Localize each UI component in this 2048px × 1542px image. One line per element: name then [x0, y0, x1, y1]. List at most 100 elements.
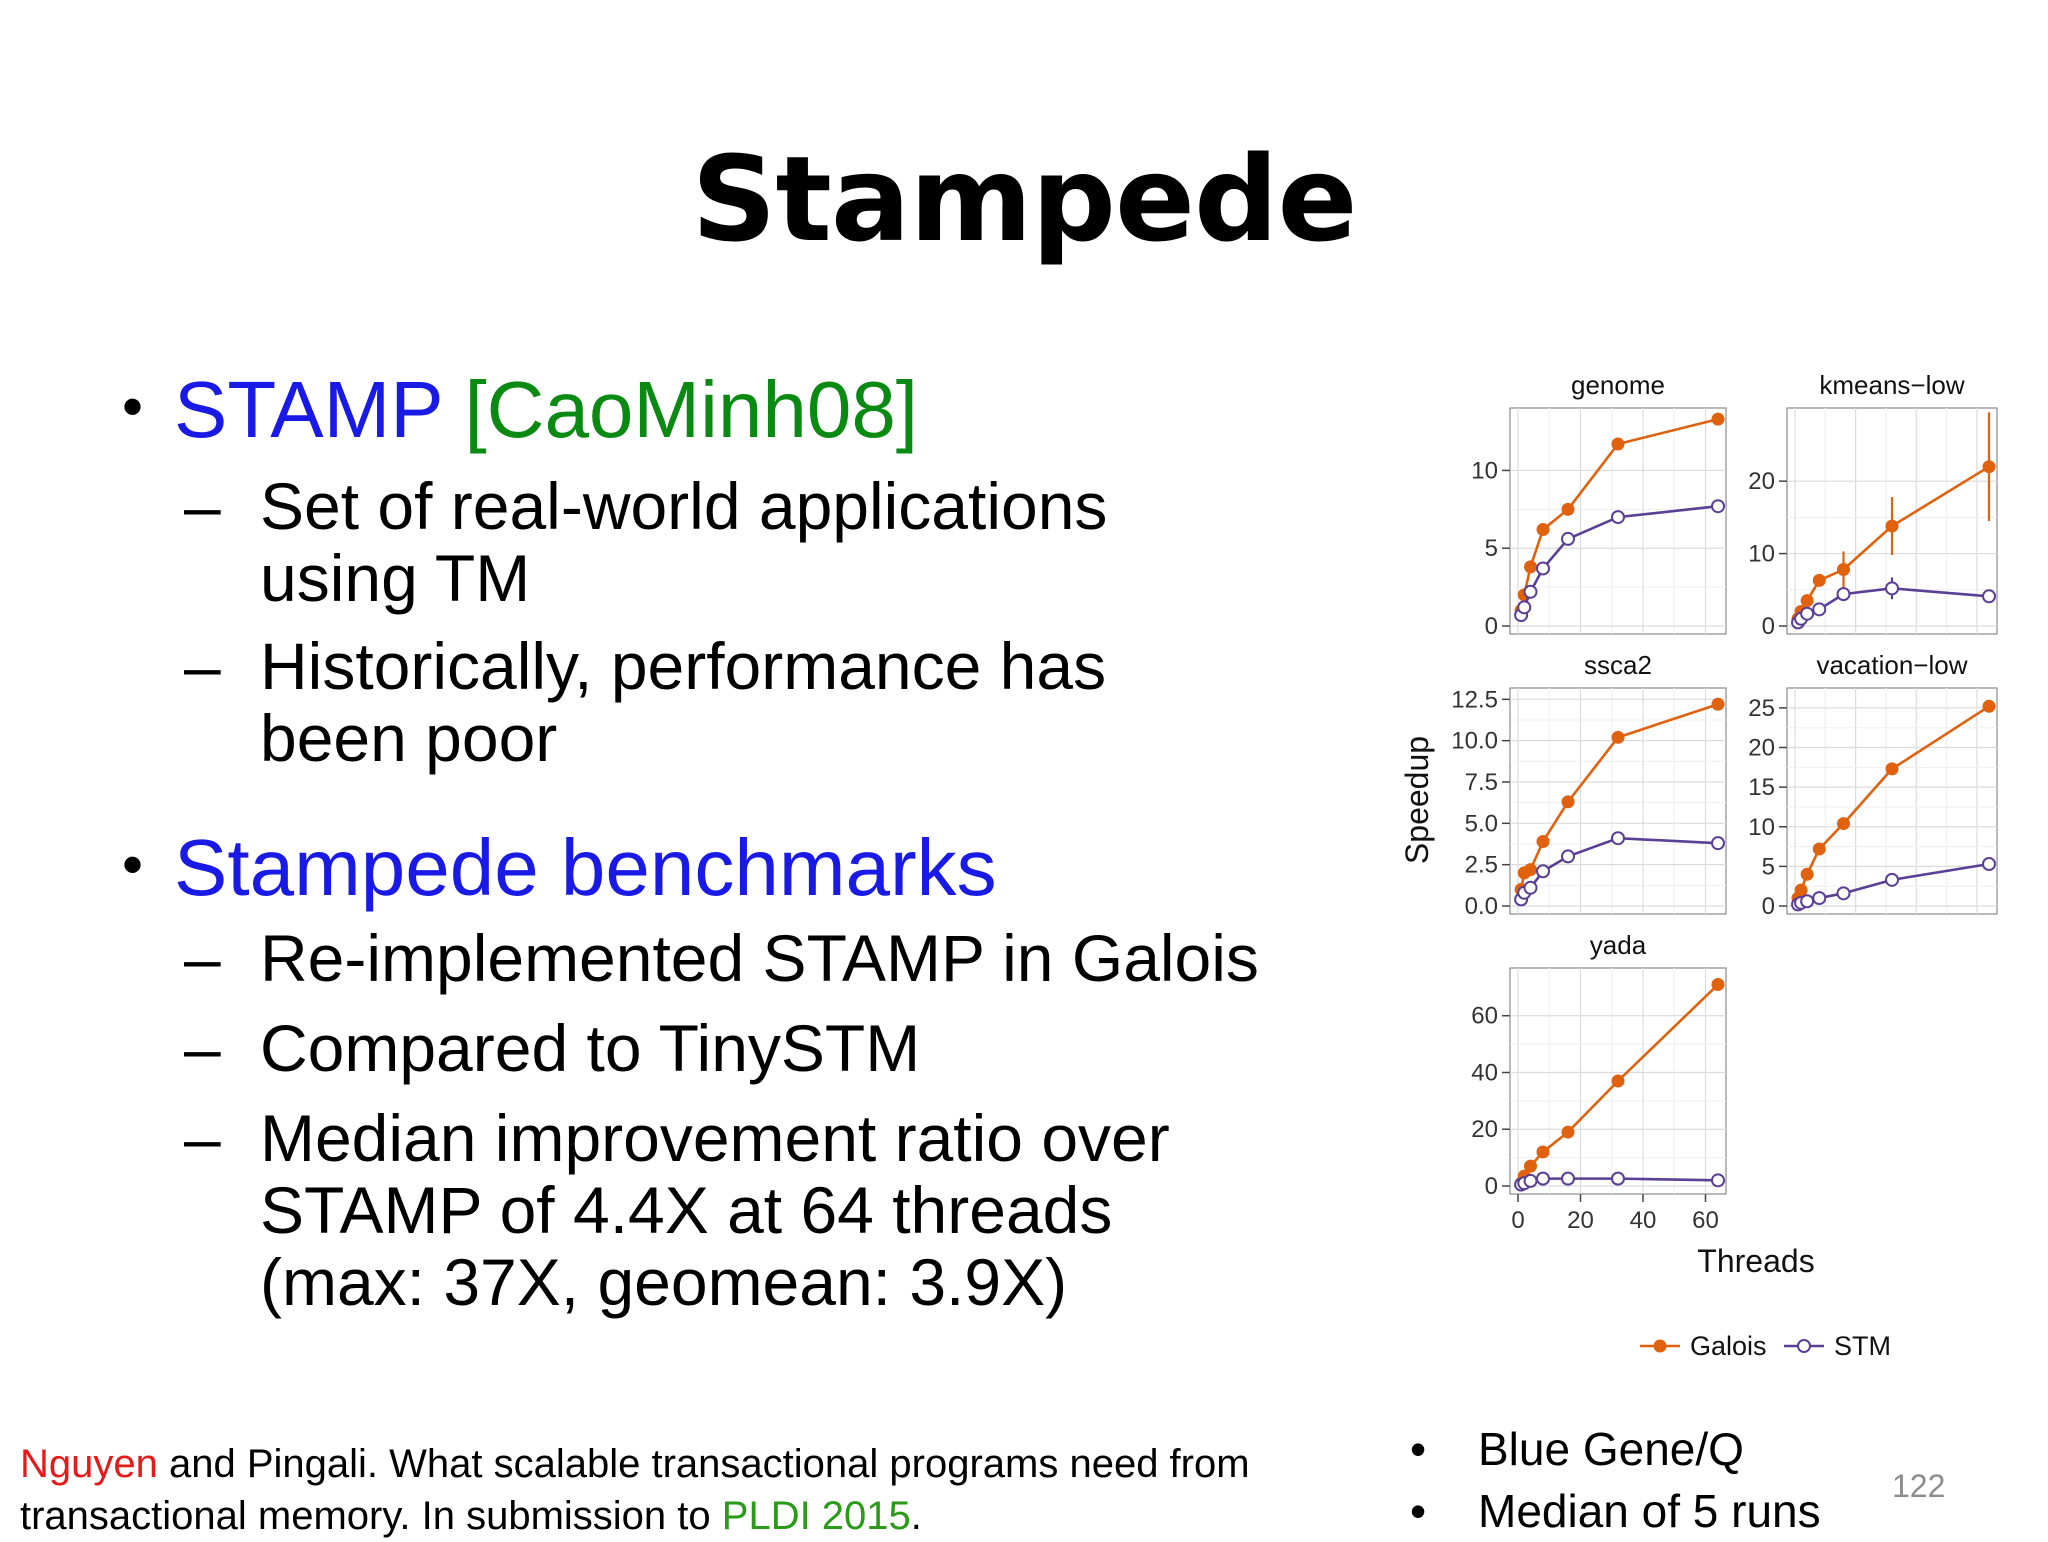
data-point-stm	[1561, 1171, 1575, 1186]
y-tick-label: 40	[1471, 1059, 1498, 1086]
legend-label-stm: STM	[1834, 1331, 1891, 1361]
data-point-stm	[1611, 1171, 1625, 1186]
y-tick-label: 5.0	[1465, 810, 1498, 837]
data-point-stm	[1536, 1171, 1550, 1186]
data-point-stm	[1711, 499, 1725, 514]
dash: –	[184, 1101, 221, 1175]
data-point-stm	[1611, 510, 1625, 525]
data-point-galois	[1794, 883, 1808, 897]
data-point-stm	[1812, 602, 1827, 617]
data-point-galois	[1524, 863, 1537, 877]
footer-citation-line2: transactional memory. In submission to P…	[20, 1490, 922, 1542]
bullet-dot: •	[122, 373, 144, 440]
data-point-galois	[1800, 594, 1814, 608]
data-point-galois	[1711, 412, 1725, 426]
panel-title: kmeans−low	[1819, 370, 1964, 400]
sub-bullet-real-world: Set of real-world applications	[260, 469, 1108, 543]
sub-bullet-historically: Historically, performance has	[260, 629, 1107, 703]
dash: –	[184, 921, 221, 995]
data-point-stm	[1561, 849, 1575, 864]
data-point-galois	[1536, 523, 1550, 537]
y-tick-label: 5	[1762, 853, 1775, 880]
data-point-stm	[1800, 606, 1815, 621]
data-point-galois	[1711, 978, 1725, 992]
citation-text-2: transactional memory. In submission to	[20, 1494, 722, 1538]
dash: –	[184, 469, 221, 543]
author-nguyen: Nguyen	[20, 1442, 158, 1486]
data-point-galois	[1561, 795, 1575, 809]
y-tick-label: 5	[1485, 535, 1498, 562]
panel-title: yada	[1590, 930, 1647, 960]
data-point-stm	[1885, 581, 1899, 596]
data-point-galois	[1885, 762, 1899, 776]
sub-bullet-real-world-cont: using TM	[260, 541, 531, 615]
legend-marker-galois	[1653, 1339, 1667, 1353]
venue-pldi: PLDI 2015	[721, 1494, 911, 1538]
y-tick-label: 10	[1748, 541, 1775, 568]
y-tick-label: 10.0	[1451, 728, 1498, 755]
data-point-stm	[1561, 531, 1575, 546]
data-point-stm	[1517, 600, 1532, 615]
legend-marker-stm	[1797, 1339, 1811, 1353]
panel-title: vacation−low	[1816, 650, 1967, 680]
data-point-galois	[1536, 835, 1550, 849]
note-median-runs: Median of 5 runs	[1478, 1485, 1821, 1537]
x-tick-label: 60	[1692, 1207, 1719, 1234]
note-blue-gene: Blue Gene/Q	[1478, 1423, 1744, 1475]
panel-title: genome	[1571, 370, 1665, 400]
bullet-stamp-label: STAMP	[174, 365, 443, 454]
bullet-stampede-benchmarks: Stampede benchmarks	[174, 823, 997, 912]
citation-caominh08: [CaoMinh08]	[464, 365, 919, 454]
data-point-stm	[1523, 880, 1538, 895]
data-point-stm	[1800, 894, 1815, 909]
data-point-stm	[1982, 857, 1996, 871]
y-tick-label: 0	[1762, 613, 1775, 640]
y-tick-label: 60	[1471, 1003, 1498, 1030]
dash: –	[184, 1011, 221, 1085]
sub-bullet-median-l1: Median improvement ratio over	[260, 1101, 1170, 1175]
data-point-galois	[1982, 460, 1996, 474]
data-point-galois	[1885, 519, 1899, 533]
slide-title: Stampede	[691, 130, 1358, 268]
y-axis-label: Speedup	[1399, 736, 1435, 864]
x-axis-label: Threads	[1697, 1243, 1814, 1279]
y-tick-label: 10	[1471, 457, 1498, 484]
sub-bullet-reimplemented: Re-implemented STAMP in Galois	[260, 921, 1259, 995]
data-point-galois	[1800, 867, 1814, 881]
data-point-galois	[1982, 699, 1996, 713]
sub-bullet-compared: Compared to TinySTM	[260, 1011, 921, 1085]
y-tick-label: 15	[1748, 774, 1775, 801]
data-point-galois	[1536, 1145, 1550, 1159]
page-number: 122	[1892, 1468, 1946, 1504]
note-bullet-dot: •	[1410, 1423, 1427, 1475]
citation-text-3: .	[910, 1494, 922, 1538]
data-point-galois	[1561, 502, 1575, 516]
data-point-stm	[1711, 1173, 1725, 1188]
data-point-galois	[1524, 1159, 1537, 1173]
data-point-stm	[1536, 561, 1550, 576]
y-tick-label: 25	[1748, 695, 1775, 722]
x-tick-label: 20	[1567, 1207, 1594, 1234]
y-tick-label: 2.5	[1465, 852, 1498, 879]
data-point-stm	[1982, 589, 1996, 604]
panel-title: ssca2	[1584, 650, 1652, 680]
data-point-stm	[1812, 891, 1827, 906]
data-point-galois	[1611, 730, 1625, 744]
data-point-galois	[1812, 842, 1826, 856]
y-tick-label: 0	[1762, 893, 1775, 920]
data-point-galois	[1711, 697, 1725, 711]
y-tick-label: 0	[1485, 1173, 1498, 1200]
panel-frame	[1509, 687, 1727, 915]
citation-text-1: and Pingali. What scalable transactional…	[157, 1442, 1250, 1486]
sub-bullet-median-l2: STAMP of 4.4X at 64 threads	[260, 1173, 1113, 1247]
y-tick-label: 20	[1748, 735, 1775, 762]
data-point-galois	[1837, 563, 1850, 577]
bullet-stamp: STAMP [CaoMinh08]	[174, 370, 918, 450]
y-tick-label: 0.0	[1465, 893, 1498, 920]
data-point-galois	[1812, 573, 1826, 587]
data-point-galois	[1561, 1125, 1575, 1139]
data-point-stm	[1836, 587, 1851, 602]
y-tick-label: 20	[1471, 1116, 1498, 1143]
x-tick-label: 0	[1511, 1207, 1524, 1234]
data-point-stm	[1523, 1173, 1538, 1188]
